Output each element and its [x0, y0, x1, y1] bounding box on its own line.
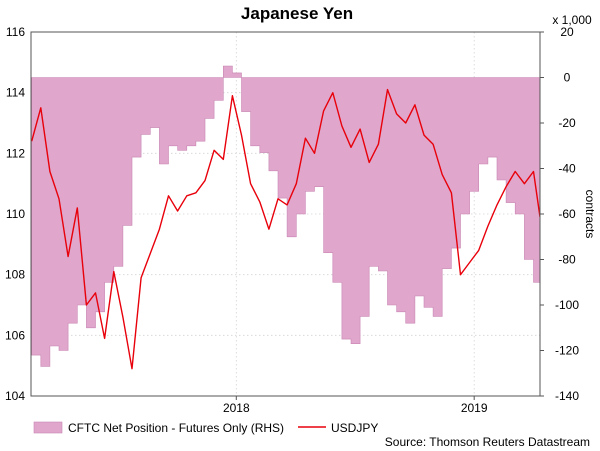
x-axis-ticks: 2018 2019 — [223, 396, 488, 415]
legend-swatch-cftc — [33, 421, 63, 434]
left-tick-label-5: 114 — [6, 86, 25, 100]
x-tick-label-1: 2019 — [461, 401, 488, 415]
usdjpy-line-layer — [31, 88, 540, 370]
chart-title: Japanese Yen — [241, 4, 353, 23]
right-axis-ticks: -140 -120 -100 -80 -60 -40 -20 0 20 — [540, 25, 579, 403]
cftc-area — [31, 65, 540, 367]
left-tick-label-4: 112 — [6, 146, 25, 160]
source-note: Source: Thomson Reuters Datastream — [385, 435, 590, 449]
left-tick-label-1: 106 — [5, 328, 25, 342]
left-tick-label-6: 116 — [6, 25, 25, 39]
right-tick-label-6: -20 — [558, 116, 576, 130]
left-tick-label-3: 110 — [6, 207, 25, 221]
legend: CFTC Net Position - Futures Only (RHS) U… — [33, 421, 378, 435]
left-tick-label-0: 104 — [5, 389, 25, 403]
right-axis-multiplier: x 1,000 — [552, 13, 592, 27]
legend-label-cftc: CFTC Net Position - Futures Only (RHS) — [68, 421, 284, 435]
legend-label-usdjpy: USDJPY — [331, 421, 378, 435]
right-tick-label-4: -60 — [558, 207, 576, 221]
usdjpy-line — [31, 88, 540, 370]
left-axis-ticks: 104 106 108 110 112 114 116 — [5, 25, 25, 403]
right-tick-label-7: 0 — [564, 71, 571, 85]
right-tick-label-3: -80 — [558, 253, 576, 267]
right-tick-label-5: -40 — [558, 162, 576, 176]
right-tick-label-0: -140 — [555, 389, 579, 403]
right-tick-label-2: -100 — [555, 298, 579, 312]
x-tick-label-0: 2018 — [223, 401, 250, 415]
right-axis-label: contracts — [583, 190, 597, 239]
right-tick-label-8: 20 — [560, 25, 574, 39]
left-tick-label-2: 108 — [5, 268, 25, 282]
right-tick-label-1: -120 — [555, 344, 579, 358]
cftc-area-layer — [31, 65, 540, 367]
